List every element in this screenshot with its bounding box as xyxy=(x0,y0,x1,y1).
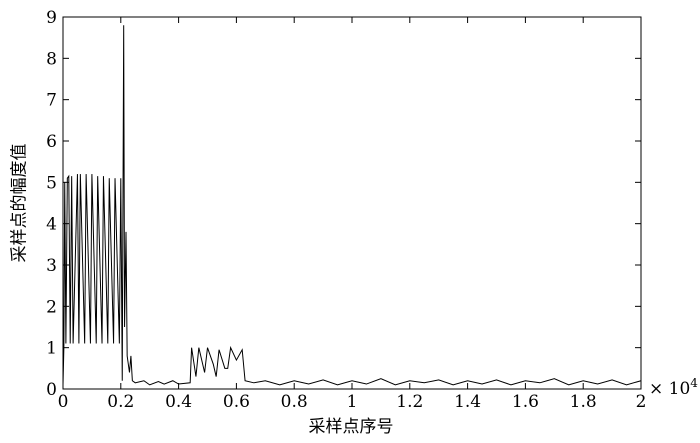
x-axis-label: 采样点序号 xyxy=(309,417,394,437)
y-axis-label: 采样点的幅度值 xyxy=(10,144,30,263)
signal-line xyxy=(62,25,642,386)
x-tick-label: 0.4 xyxy=(165,392,192,412)
x-tick-label: 0 xyxy=(58,392,69,412)
x-multiplier-base: × 10 xyxy=(649,379,690,399)
y-tick-label: 0 xyxy=(46,380,57,400)
plot-frame xyxy=(62,16,642,390)
x-multiplier-exponent: 4 xyxy=(690,376,698,390)
x-tick-label: 0.8 xyxy=(281,392,308,412)
y-tick-label: 2 xyxy=(46,297,57,317)
x-tick-label: 1.4 xyxy=(454,392,481,412)
x-tick-label: 1.8 xyxy=(570,392,597,412)
y-tick-label: 8 xyxy=(46,49,57,69)
x-tick-label: 1.2 xyxy=(396,392,423,412)
y-tick-label: 5 xyxy=(46,173,57,193)
y-tick-label: 7 xyxy=(46,91,57,111)
x-tick-label: 1.6 xyxy=(512,392,539,412)
x-tick-label: 0.6 xyxy=(223,392,250,412)
y-tick-label: 6 xyxy=(46,132,57,152)
y-tick-label: 4 xyxy=(46,215,57,235)
y-tick-label: 3 xyxy=(46,256,57,276)
x-multiplier: × 104 xyxy=(649,376,698,399)
y-tick-label: 1 xyxy=(46,339,57,359)
x-tick-label: 0.2 xyxy=(107,392,134,412)
y-tick-label: 9 xyxy=(46,8,57,28)
x-tick-label: 1 xyxy=(347,392,358,412)
x-tick-label: 2 xyxy=(636,392,647,412)
